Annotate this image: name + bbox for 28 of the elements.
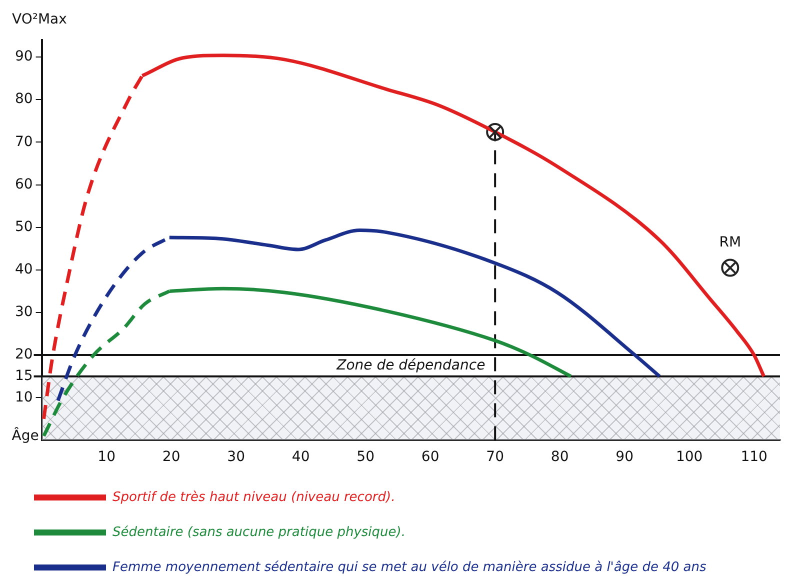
annotation: RM bbox=[719, 234, 742, 250]
y-tick-label: 30 bbox=[14, 304, 33, 320]
x-tick-label: 60 bbox=[421, 449, 440, 466]
y-tick-label: 60 bbox=[14, 176, 33, 192]
y-tick-label: 10 bbox=[14, 389, 33, 406]
y-tick-label: 40 bbox=[14, 262, 33, 278]
x-axis-title: Âge bbox=[12, 426, 39, 444]
annotation: Zone de dépendance bbox=[336, 357, 486, 374]
x-tick-label: 30 bbox=[227, 449, 245, 466]
text: Femme moyennement sédentaire qui se met au vélo de manière assidue à l'âge de 40 ans bbox=[112, 560, 706, 575]
y-tick-label: 80 bbox=[14, 91, 33, 108]
text: Sédentaire (sans aucune pratique physique). bbox=[112, 524, 406, 540]
y-tick-label: 20 bbox=[14, 346, 33, 363]
x-tick-label: 50 bbox=[356, 449, 374, 466]
x-tick-label: 20 bbox=[162, 449, 180, 466]
y-tick-label: 70 bbox=[14, 134, 33, 150]
y-tick-label: 90 bbox=[14, 48, 33, 65]
y-tick-label: 50 bbox=[14, 218, 33, 235]
x-tick-label: 110 bbox=[740, 449, 768, 466]
text: Sportif de très haut niveau (niveau record). bbox=[112, 490, 396, 505]
y-tick-label: 15 bbox=[14, 368, 33, 384]
y-axis-title: VO²Max bbox=[12, 12, 67, 28]
x-tick-label: 80 bbox=[550, 449, 569, 466]
x-tick-label: 70 bbox=[486, 449, 504, 466]
x-tick-label: 90 bbox=[616, 449, 634, 466]
x-tick-label: 10 bbox=[98, 449, 116, 466]
x-tick-label: 40 bbox=[292, 449, 310, 466]
x-tick-label: 100 bbox=[676, 449, 703, 466]
